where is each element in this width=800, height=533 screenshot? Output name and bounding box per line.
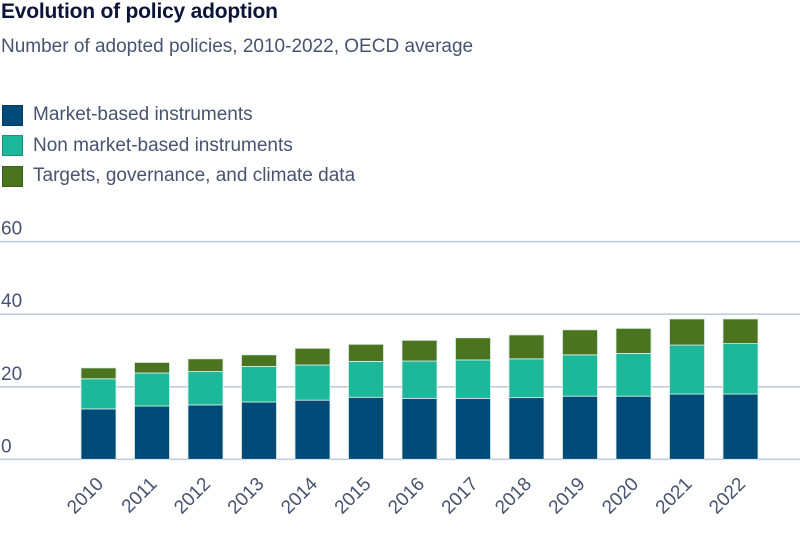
bar-segment-2019-targets-governance[interactable]: [562, 329, 598, 356]
legend-item-market-based[interactable]: Market-based instruments: [2, 100, 355, 131]
bars: [80, 318, 759, 460]
x-tick-label-2013: 2013: [224, 474, 269, 519]
bar-segment-2021-non-market-based[interactable]: [669, 344, 705, 395]
bar-segment-2018-non-market-based[interactable]: [508, 358, 545, 399]
y-tick-label-20: 20: [1, 364, 22, 385]
bar-segment-2015-market-based[interactable]: [348, 396, 384, 460]
bar-segment-2021-market-based[interactable]: [669, 393, 705, 460]
bar-segment-2013-non-market-based[interactable]: [241, 366, 277, 403]
bar-segment-2014-non-market-based[interactable]: [294, 364, 331, 401]
bar-segment-2013-market-based[interactable]: [241, 401, 277, 460]
x-tick-label-2016: 2016: [384, 474, 429, 519]
bar-segment-2015-targets-governance[interactable]: [348, 343, 384, 362]
bar-segment-2011-non-market-based[interactable]: [134, 372, 170, 407]
legend-swatch-market-based: [2, 104, 23, 126]
bar-group-2019[interactable]: [562, 329, 598, 460]
x-tick-label-2010: 2010: [63, 474, 108, 519]
bar-segment-2022-market-based[interactable]: [722, 393, 759, 460]
bar-segment-2016-targets-governance[interactable]: [401, 339, 438, 362]
bar-segment-2015-non-market-based[interactable]: [348, 360, 384, 398]
bar-segment-2013-targets-governance[interactable]: [241, 354, 277, 367]
bar-segment-2017-non-market-based[interactable]: [455, 359, 491, 399]
bar-segment-2021-targets-governance[interactable]: [669, 318, 705, 346]
bar-segment-2020-targets-governance[interactable]: [615, 327, 652, 354]
legend-swatch-non-market-based: [2, 135, 23, 157]
legend-label: Market-based instruments: [33, 104, 253, 126]
chart-title: Evolution of policy adoption: [1, 0, 278, 23]
bar-group-2010[interactable]: [80, 367, 117, 460]
x-tick-label-2020: 2020: [598, 474, 643, 519]
bar-segment-2010-non-market-based[interactable]: [80, 378, 117, 410]
x-tick-label-2014: 2014: [277, 473, 322, 518]
bar-segment-2020-market-based[interactable]: [615, 395, 652, 460]
bar-segment-2022-non-market-based[interactable]: [722, 343, 759, 395]
x-tick-label-2012: 2012: [170, 474, 215, 519]
legend-item-non-market-based[interactable]: Non market-based instruments: [2, 131, 355, 162]
bar-segment-2016-market-based[interactable]: [401, 397, 438, 460]
bar-segment-2010-targets-governance[interactable]: [80, 367, 117, 380]
bar-segment-2018-market-based[interactable]: [508, 397, 545, 460]
bar-segment-2012-market-based[interactable]: [187, 404, 224, 460]
gridlines: [0, 240, 800, 461]
bar-segment-2018-targets-governance[interactable]: [508, 334, 545, 360]
legend-label: Non market-based instruments: [33, 134, 293, 156]
bar-group-2015[interactable]: [348, 343, 384, 460]
legend: Market-based instruments Non market-base…: [2, 100, 355, 192]
bar-segment-2014-targets-governance[interactable]: [294, 347, 331, 366]
bar-segment-2019-market-based[interactable]: [562, 395, 598, 460]
x-tick-label-2015: 2015: [331, 474, 376, 519]
bar-segment-2019-non-market-based[interactable]: [562, 354, 598, 397]
bar-segment-2017-targets-governance[interactable]: [455, 337, 491, 361]
bar-group-2011[interactable]: [134, 362, 170, 460]
bar-group-2016[interactable]: [401, 339, 438, 460]
bar-segment-2020-non-market-based[interactable]: [615, 353, 652, 397]
x-tick-label-2021: 2021: [652, 474, 697, 519]
bar-group-2014[interactable]: [294, 347, 331, 460]
y-tick-label-60: 60: [1, 219, 22, 240]
bar-segment-2016-non-market-based[interactable]: [401, 360, 438, 399]
y-tick-label-0: 0: [1, 436, 12, 457]
y-tick-label-40: 40: [1, 291, 22, 312]
bar-segment-2011-targets-governance[interactable]: [134, 362, 170, 374]
bar-segment-2022-targets-governance[interactable]: [722, 318, 759, 345]
legend-label: Targets, governance, and climate data: [33, 165, 356, 187]
bar-group-2021[interactable]: [669, 318, 705, 460]
x-tick-label-2019: 2019: [545, 474, 590, 519]
bar-group-2020[interactable]: [615, 327, 652, 460]
bar-group-2017[interactable]: [455, 337, 491, 460]
bar-group-2018[interactable]: [508, 334, 545, 460]
chart-subtitle: Number of adopted policies, 2010-2022, O…: [1, 36, 474, 57]
x-tick-label-2022: 2022: [705, 474, 750, 519]
legend-item-targets-governance[interactable]: Targets, governance, and climate data: [2, 161, 355, 192]
bar-group-2012[interactable]: [187, 358, 224, 460]
bar-segment-2012-targets-governance[interactable]: [187, 358, 224, 372]
bar-segment-2017-market-based[interactable]: [455, 397, 491, 460]
bar-group-2022[interactable]: [722, 318, 759, 460]
bar-segment-2011-market-based[interactable]: [134, 405, 170, 460]
x-tick-label-2017: 2017: [438, 474, 483, 519]
bar-segment-2010-market-based[interactable]: [80, 408, 117, 460]
x-tick-label-2018: 2018: [491, 474, 536, 519]
bar-segment-2014-market-based[interactable]: [294, 399, 331, 460]
y-axis-tick-labels: 0 20 40 60: [1, 219, 22, 458]
legend-swatch-targets-governance: [2, 165, 23, 187]
bar-segment-2012-non-market-based[interactable]: [187, 371, 224, 406]
bar-group-2013[interactable]: [241, 354, 277, 460]
x-axis-tick-labels: 2010 2011 2012 2013 2014 2015 2016 2017 2018 2019…: [63, 473, 750, 518]
x-tick-label-2011: 2011: [118, 474, 162, 518]
